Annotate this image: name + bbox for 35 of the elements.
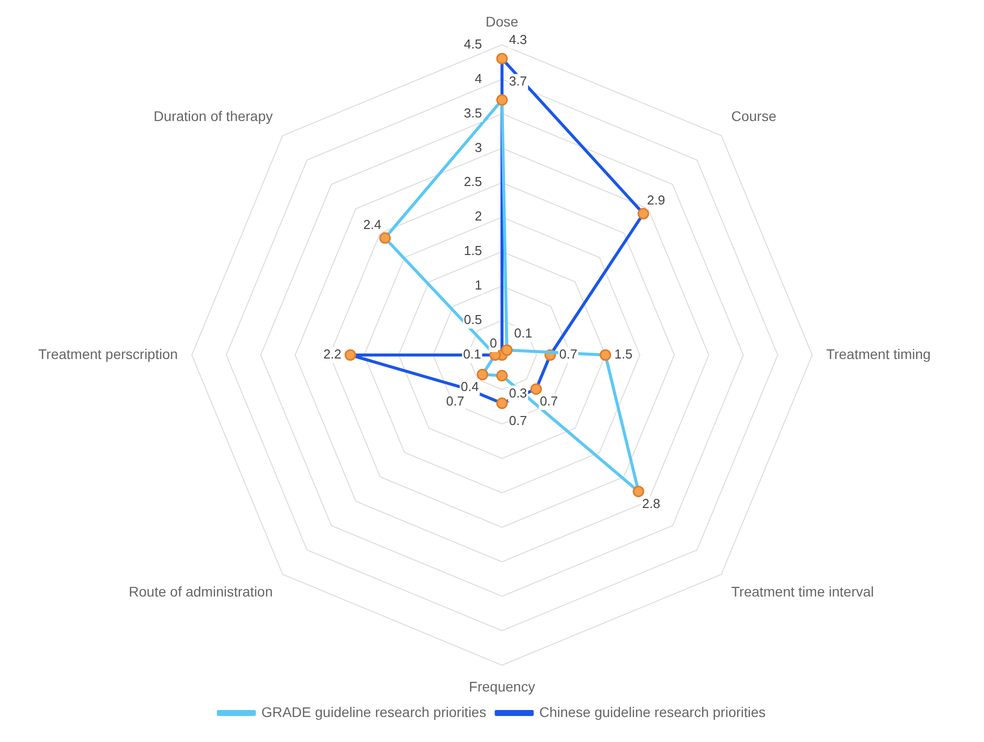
legend-label: GRADE guideline research priorities [261, 704, 486, 720]
data-label: 0.1 [514, 325, 532, 340]
y-tick-label: 0.5 [464, 312, 482, 328]
data-label: 2.8 [642, 496, 660, 511]
data-label: 2.9 [647, 192, 666, 208]
spoke-label: Duration of therapy [154, 108, 273, 124]
y-tick-label: 1 [474, 278, 482, 293]
data-label: 4.3 [508, 32, 528, 48]
y-tick-label: 3 [474, 140, 482, 155]
y-tick-label: 1.5 [464, 243, 482, 258]
data-label: 1.5 [614, 346, 632, 362]
data-label: 0.3 [508, 385, 528, 400]
y-tick-label: 2 [474, 208, 482, 224]
y-tick-label: 2.5 [464, 174, 482, 190]
legend-label: Chinese guideline research priorities [539, 704, 766, 720]
y-tick-label: 0 [490, 336, 497, 351]
data-label: 0.7 [540, 393, 558, 408]
data-label: 0.4 [460, 378, 479, 394]
data-label: 0.7 [508, 412, 528, 428]
spoke-label: Course [731, 108, 777, 124]
spoke-label: Route of administration [128, 584, 273, 600]
spoke-label: Treatment perscription [38, 346, 178, 362]
spoke-label: Treatment time interval [731, 584, 874, 600]
data-label: 0.1 [463, 346, 482, 362]
data-label: 3.7 [508, 74, 528, 89]
spoke-label: Frequency [468, 678, 536, 694]
y-tick-label: 4 [474, 70, 482, 86]
data-label: 0.7 [559, 346, 578, 362]
y-tick-label: 3.5 [464, 105, 482, 120]
data-label: 2.4 [363, 216, 382, 232]
spoke-label: Dose [486, 13, 519, 30]
spoke-label: Treatment timing [826, 346, 931, 362]
data-label: 2.2 [323, 346, 342, 362]
data-label: 0.7 [446, 393, 464, 408]
y-tick-label: 4.5 [464, 36, 482, 52]
